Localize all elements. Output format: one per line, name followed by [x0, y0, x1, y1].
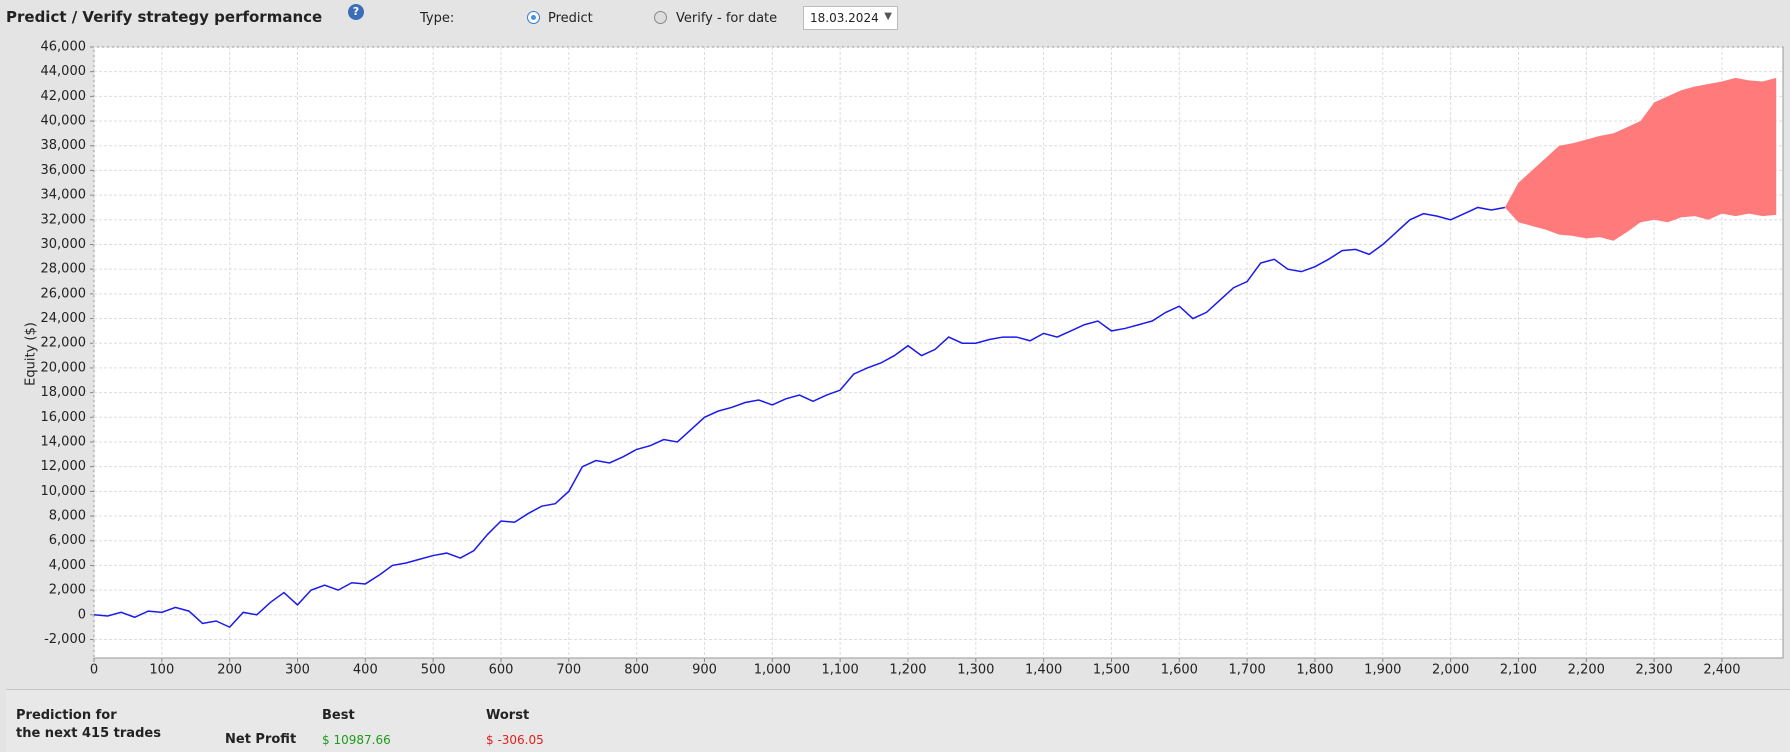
best-value: $ 10987.66 — [322, 733, 391, 747]
x-tick-label: 1,700 — [1229, 663, 1266, 678]
x-tick-label: 1,300 — [957, 663, 994, 678]
y-tick-label: 30,000 — [41, 237, 87, 252]
x-tick-label: 200 — [217, 663, 242, 678]
x-tick-label: 2,400 — [1703, 663, 1740, 678]
y-tick-label: 0 — [78, 607, 86, 622]
x-tick-label: 400 — [353, 663, 378, 678]
summary-heading: Prediction for — [16, 708, 117, 723]
y-tick-label: 44,000 — [41, 64, 87, 79]
radio-verify[interactable] — [654, 11, 667, 24]
date-dropdown[interactable]: 18.03.2024 ▼ — [803, 6, 898, 30]
y-tick-label: 4,000 — [49, 558, 86, 573]
y-tick-label: 24,000 — [41, 311, 87, 326]
worst-value: $ -306.05 — [486, 733, 544, 747]
dropdown-arrow: ▼ — [884, 11, 892, 22]
y-tick-label: 18,000 — [41, 385, 87, 400]
prediction-band — [1504, 77, 1777, 241]
x-tick-label: 0 — [90, 663, 98, 678]
radio-label[interactable]: Predict — [548, 11, 593, 26]
x-tick-label: 2,200 — [1568, 663, 1605, 678]
radio-label[interactable]: Verify - for date — [676, 11, 778, 26]
x-tick-label: 1,800 — [1296, 663, 1333, 678]
x-tick-label: 600 — [489, 663, 514, 678]
y-tick-label: 40,000 — [41, 114, 87, 129]
row-label: Net Profit — [225, 732, 297, 747]
x-tick-label: 100 — [149, 663, 174, 678]
column-header: Worst — [486, 708, 530, 723]
plot-area — [93, 46, 1784, 659]
y-tick-label: 20,000 — [41, 360, 87, 375]
x-tick-label: 2,000 — [1432, 663, 1469, 678]
y-tick-label: 22,000 — [41, 336, 87, 351]
x-tick-label: 1,400 — [1025, 663, 1062, 678]
y-tick-label: 32,000 — [41, 212, 87, 227]
plot-layer — [94, 77, 1777, 629]
y-tick-label: 12,000 — [41, 459, 87, 474]
y-tick-label: 6,000 — [49, 533, 86, 548]
x-tick-label: 2,300 — [1636, 663, 1673, 678]
y-tick-label: 34,000 — [41, 188, 87, 203]
x-tick-label: 700 — [556, 663, 581, 678]
y-tick-label: 16,000 — [41, 410, 87, 425]
x-tick-label: 800 — [624, 663, 649, 678]
x-tick-label: 1,200 — [889, 663, 926, 678]
y-tick-label: 8,000 — [49, 509, 86, 524]
x-tick-label: 900 — [692, 663, 717, 678]
type-label: Type: — [420, 11, 455, 26]
y-tick-label: 36,000 — [41, 163, 87, 178]
y-tick-label: 42,000 — [41, 89, 87, 104]
radio-predict[interactable] — [527, 11, 540, 24]
column-header: Best — [322, 708, 355, 723]
panel-title: Predict / Verify strategy performance — [6, 8, 323, 26]
x-tick-label: 1,100 — [822, 663, 859, 678]
summary-panel — [6, 689, 1790, 752]
y-tick-label: 28,000 — [41, 262, 87, 277]
equity-line — [94, 206, 1506, 629]
x-tick-label: 1,600 — [1161, 663, 1198, 678]
x-tick-label: 500 — [421, 663, 446, 678]
x-tick-label: 1,500 — [1093, 663, 1130, 678]
y-tick-label: 10,000 — [41, 484, 87, 499]
y-tick-label: -2,000 — [44, 632, 86, 647]
y-tick-label: 46,000 — [41, 40, 87, 55]
chart: Equity ($) -2,000 0 2,000 4,000 6,000 8,000 10… — [24, 40, 1784, 678]
y-tick-label: 2,000 — [49, 583, 86, 598]
y-axis-label: Equity ($) — [24, 322, 39, 386]
summary-heading: the next 415 trades — [16, 726, 161, 741]
x-tick-label: 1,900 — [1364, 663, 1401, 678]
date-value: 18.03.2024 — [810, 11, 879, 25]
y-tick-label: 38,000 — [41, 138, 87, 153]
y-tick-label: 14,000 — [41, 434, 87, 449]
x-tick-label: 2,100 — [1500, 663, 1537, 678]
x-tick-label: 300 — [285, 663, 310, 678]
y-tick-label: 26,000 — [41, 286, 87, 301]
help-icon[interactable]: ? — [348, 4, 364, 20]
x-tick-label: 1,000 — [754, 663, 791, 678]
